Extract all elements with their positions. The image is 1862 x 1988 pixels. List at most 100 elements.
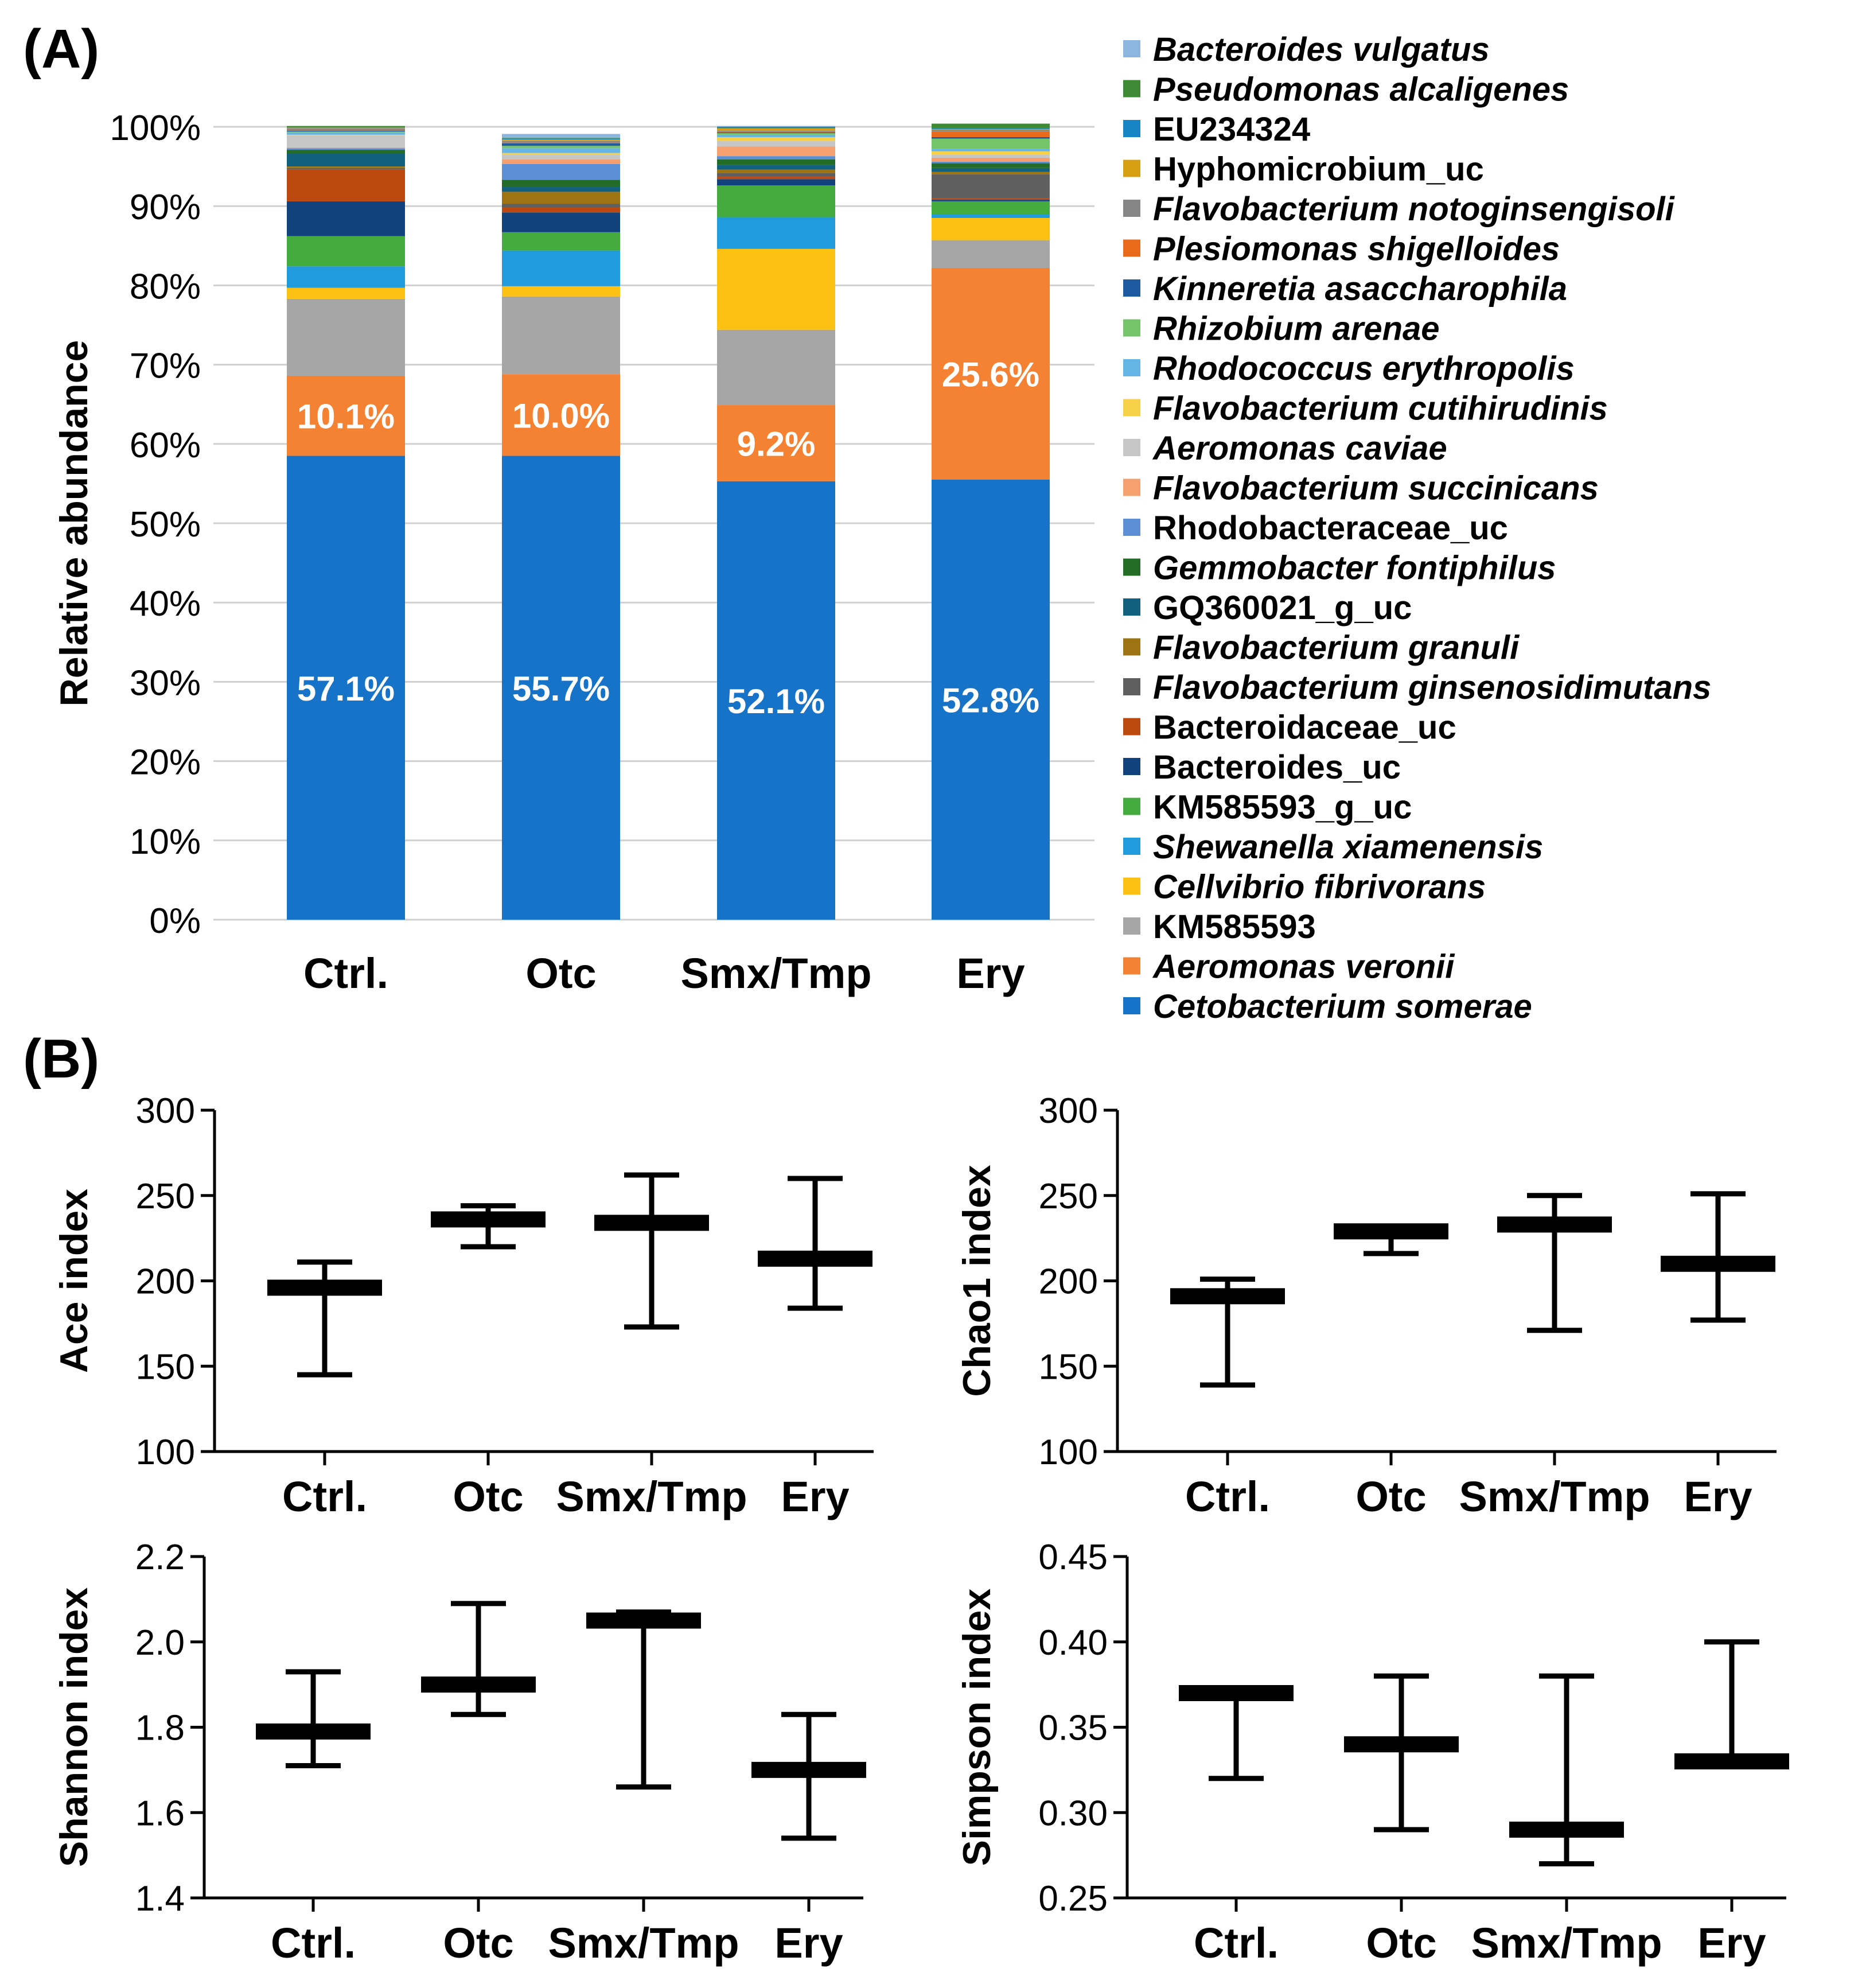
- bar-segment: [287, 168, 405, 170]
- y-axis-title: Relative abundance: [52, 340, 96, 707]
- legend-label: Aeromonas veronii: [1152, 948, 1455, 986]
- mean-bar: [751, 1761, 866, 1778]
- x-tick-label: Smx/Tmp: [1471, 1919, 1662, 1967]
- y-tick-label: 100: [1039, 1433, 1098, 1472]
- bar-segment: [287, 150, 405, 154]
- legend-swatch: [1123, 877, 1140, 895]
- legend-label: Rhodobacteraceae_uc: [1153, 509, 1508, 547]
- bar-data-label: 57.1%: [297, 670, 395, 708]
- bar-segment: [287, 166, 405, 168]
- legend-swatch: [1123, 957, 1140, 975]
- legend-label: Flavobacterium granuli: [1153, 629, 1520, 667]
- bar-segment: [717, 141, 835, 147]
- bar-segment: [717, 177, 835, 180]
- bar-segment: [502, 187, 620, 192]
- y-tick-label: 30%: [130, 663, 201, 703]
- bar-segment: [717, 146, 835, 157]
- legend-label: Cellvibrio fibrivorans: [1153, 869, 1486, 906]
- bar-segment: [717, 156, 835, 159]
- shannon-index-chart: 1.4 1.6 1.8 2.0 2.2 Shannon index Ctrl. Otc Smx/…: [52, 1538, 866, 1967]
- y-axis-title: Simpson index: [955, 1589, 999, 1866]
- legend-swatch: [1123, 478, 1140, 496]
- y-tick-label: 300: [1039, 1091, 1098, 1131]
- legend-label: Gemmobacter fontiphilus: [1153, 550, 1556, 587]
- legend-label: GQ360021_g_uc: [1153, 589, 1412, 627]
- x-tick-label: Otc: [453, 1473, 523, 1520]
- bar-segment: [932, 200, 1050, 201]
- legend-swatch: [1123, 319, 1140, 337]
- y-tick-label: 0.30: [1038, 1794, 1108, 1833]
- bar-segment: [287, 127, 405, 129]
- bar-segment: [932, 163, 1050, 168]
- y-tick-label: 200: [1039, 1262, 1098, 1302]
- bar-segment: [287, 456, 405, 920]
- bar-segment: [502, 139, 620, 141]
- bar-segment: [502, 192, 620, 204]
- mean-bar: [1179, 1685, 1294, 1701]
- bar-segment: [932, 151, 1050, 155]
- y-tick-label: 0.35: [1038, 1709, 1108, 1748]
- bar-segment: [502, 143, 620, 146]
- y-tick-label: 1.8: [135, 1709, 185, 1748]
- bar-segment: [932, 161, 1050, 164]
- bar-segment: [502, 374, 620, 456]
- bar-segment: [287, 147, 405, 149]
- x-tick-label: Smx/Tmp: [1459, 1473, 1650, 1520]
- y-tick-label: 0%: [149, 901, 201, 941]
- y-tick-label: 150: [136, 1347, 195, 1387]
- legend-label: Bacteroidaceae_uc: [1153, 709, 1456, 746]
- y-tick-label: 1.4: [135, 1879, 185, 1919]
- mean-bar: [256, 1723, 371, 1740]
- bar-segment: [932, 154, 1050, 158]
- bar-segment: [502, 146, 620, 149]
- simpson-index-chart: 0.25 0.30 0.35 0.40 0.45 Simpson index Ctrl. Ot…: [955, 1538, 1789, 1967]
- y-tick-label: 250: [1039, 1177, 1098, 1216]
- bar-segment: [717, 173, 835, 177]
- bar-segment: [932, 123, 1050, 129]
- bar-segment: [287, 128, 405, 130]
- bar-segment: [717, 179, 835, 186]
- panel-b-label: (B): [23, 1028, 99, 1090]
- bar-segment: [502, 250, 620, 286]
- bar-segment: [717, 137, 835, 141]
- legend-swatch: [1123, 838, 1140, 855]
- bar-segment: [932, 201, 1050, 215]
- y-tick-label: 70%: [130, 347, 201, 386]
- legend-label: KM585593: [1153, 908, 1316, 946]
- legend-swatch: [1123, 200, 1140, 217]
- y-tick-label: 20%: [130, 743, 201, 783]
- bar-segment: [932, 131, 1050, 137]
- bar-segment: [717, 165, 835, 170]
- legend-swatch: [1123, 80, 1140, 98]
- bar-segment: [287, 236, 405, 267]
- panel-a-label: (A): [23, 18, 99, 80]
- legend-swatch: [1123, 598, 1140, 616]
- legend-label: Flavobacterium succinicans: [1153, 470, 1599, 507]
- x-tick-label: Ery: [956, 950, 1025, 997]
- y-axis-title: Chao1 index: [955, 1165, 999, 1396]
- bar-segment: [502, 154, 620, 159]
- bar-segment: [717, 405, 835, 481]
- x-tick-label: Otc: [1366, 1919, 1436, 1967]
- legend-label: Bacteroides_uc: [1153, 749, 1401, 786]
- bar-segment: [717, 185, 835, 217]
- bar-segment: [932, 267, 1050, 480]
- chao1-index-chart: 100 150 200 250 300 Chao1 index Ctrl. Otc Smx/Tm…: [955, 1091, 1777, 1520]
- bar-segment: [287, 135, 405, 147]
- bar-segment: [932, 149, 1050, 151]
- x-tick-label: Ctrl.: [1194, 1919, 1279, 1967]
- bar-segment: [502, 134, 620, 138]
- ace-index-chart: 100 150 200 250 300 Ace index Ctrl. Otc Smx/Tmp E…: [52, 1091, 874, 1520]
- bar-segment: [502, 207, 620, 213]
- x-tick-label: Ery: [1684, 1473, 1752, 1520]
- legend-label: Flavobacterium ginsenosidimutans: [1153, 669, 1711, 706]
- bar-segment: [932, 129, 1050, 130]
- legend-swatch: [1123, 519, 1140, 536]
- y-tick-label: 150: [1039, 1347, 1098, 1387]
- y-tick-label: 300: [136, 1091, 195, 1131]
- legend-label: EU234324: [1153, 111, 1310, 148]
- bar-segment: [932, 217, 1050, 240]
- mean-bar: [1509, 1822, 1624, 1838]
